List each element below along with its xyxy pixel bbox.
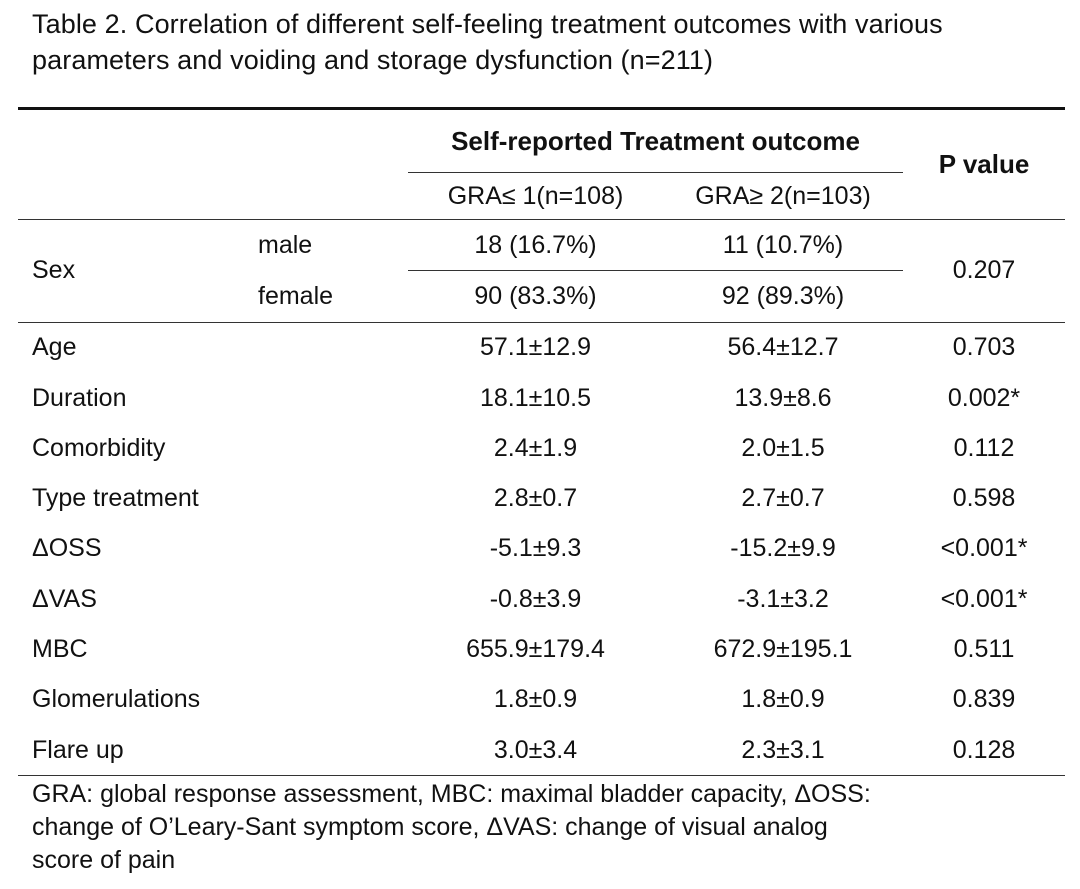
col-header-gra1: GRA≤ 1(n=108) [408, 172, 663, 220]
table-caption: Table 2. Correlation of different self-f… [32, 6, 1062, 78]
cell-gra2: 1.8±0.9 [741, 685, 825, 714]
cell-gra1: 3.0±3.4 [408, 724, 663, 777]
table-row-delta-oss: ΔOSS -5.1±9.3 -15.2±9.9 <0.001* [18, 524, 1065, 574]
table-row-duration: Duration 18.1±10.5 13.9±8.6 0.002* [18, 373, 1065, 423]
table-row-comorbidity: Comorbidity 2.4±1.9 2.0±1.5 0.112 [18, 423, 1065, 473]
table-row-glomerulations: Glomerulations 1.8±0.9 1.8±0.9 0.839 [18, 675, 1065, 725]
cell-gra1: 1.8±0.9 [493, 685, 578, 714]
cell-gra1: 2.4±1.9 [493, 433, 578, 462]
row-label: ΔVAS [32, 584, 97, 613]
footnote-line-1: GRA: global response assessment, MBC: ma… [32, 780, 871, 808]
table-row-mbc: MBC 655.9±179.4 672.9±195.1 0.511 [18, 624, 1065, 674]
cell-gra2: 2.3±3.1 [663, 724, 904, 777]
row-label: Type treatment [32, 484, 199, 513]
row-label: Age [32, 333, 77, 362]
row-label: Glomerulations [32, 685, 201, 714]
cell-pvalue: <0.001* [940, 534, 1028, 563]
cell-gra1: 18.1±10.5 [479, 383, 592, 412]
cell-pvalue: <0.001* [940, 584, 1028, 613]
cell-pvalue: 0.703 [952, 333, 1016, 362]
cell-pvalue: 0.598 [952, 484, 1016, 513]
cell-female-gra1: 90 (83.3%) [474, 281, 597, 310]
header-empty-cell [18, 107, 408, 173]
header-empty-cell-2 [18, 172, 408, 220]
row-label: Comorbidity [32, 433, 166, 462]
header-row-columns: GRA≤ 1(n=108) GRA≥ 2(n=103) [18, 172, 1065, 220]
cell-gra1: 655.9±179.4 [466, 635, 605, 664]
row-sublabel-male: male [258, 230, 313, 259]
header-row-group: Self-reported Treatment outcome P value [18, 107, 1066, 220]
cell-pvalue: 0.839 [952, 685, 1016, 714]
row-sublabel-female: female [258, 281, 334, 310]
cell-gra1: 2.8±0.7 [493, 484, 578, 513]
cell-gra1: -5.1±9.3 [489, 534, 582, 563]
col-header-gra2: GRA≥ 2(n=103) [663, 172, 904, 220]
row-label: Flare up [18, 724, 408, 777]
cell-gra1: 57.1±12.9 [479, 333, 592, 362]
caption-line-2: parameters and voiding and storage dysfu… [32, 45, 714, 75]
cell-pvalue: 0.511 [953, 635, 1015, 664]
row-label-sex: Sex [32, 256, 76, 285]
results-table: Self-reported Treatment outcome P value … [18, 107, 1066, 777]
row-label: MBC [32, 635, 88, 664]
cell-pvalue: 0.002* [947, 383, 1021, 412]
cell-gra2: 56.4±12.7 [727, 333, 839, 362]
cell-gra1: -0.8±3.9 [489, 584, 582, 613]
cell-gra2: 13.9±8.6 [734, 383, 832, 412]
cell-male-gra1: 18 (16.7%) [408, 219, 663, 272]
row-label: ΔOSS [32, 534, 102, 563]
table-row-delta-vas: ΔVAS -0.8±3.9 -3.1±3.2 <0.001* [18, 574, 1065, 624]
table-row-sex-male: Sex male 18 (16.7%) 11 (10.7%) 0.207 [18, 219, 1066, 323]
cell-sex-pvalue: 0.207 [903, 219, 1066, 323]
table-row-flare-up: Flare up 3.0±3.4 2.3±3.1 0.128 [18, 724, 1066, 777]
cell-gra2: -15.2±9.9 [730, 534, 836, 563]
group-header: Self-reported Treatment outcome [408, 107, 904, 173]
footnote-line-2: change of O’Leary-Sant symptom score, ΔV… [32, 813, 828, 841]
table-row-type-treatment: Type treatment 2.8±0.7 2.7±0.7 0.598 [18, 473, 1065, 523]
cell-gra2: -3.1±3.2 [737, 584, 829, 613]
cell-gra2: 2.7±0.7 [741, 484, 825, 513]
row-label: Duration [32, 383, 127, 412]
cell-gra2: 2.0±1.5 [741, 433, 825, 462]
table-row-age: Age 57.1±12.9 56.4±12.7 0.703 [18, 322, 1066, 373]
table-row-sex-female: female 90 (83.3%) 92 (89.3%) [18, 271, 1065, 322]
table-footnote: GRA: global response assessment, MBC: ma… [32, 778, 1052, 877]
footnote-line-3: score of pain [32, 846, 176, 874]
caption-line-1: Table 2. Correlation of different self-f… [32, 9, 943, 39]
cell-pvalue: 0.112 [953, 433, 1015, 462]
cell-female-gra2: 92 (89.3%) [721, 281, 845, 310]
cell-male-gra2: 11 (10.7%) [663, 219, 904, 272]
cell-gra2: 672.9±195.1 [713, 635, 853, 664]
pvalue-header: P value [903, 107, 1066, 220]
cell-pvalue: 0.128 [903, 724, 1066, 777]
